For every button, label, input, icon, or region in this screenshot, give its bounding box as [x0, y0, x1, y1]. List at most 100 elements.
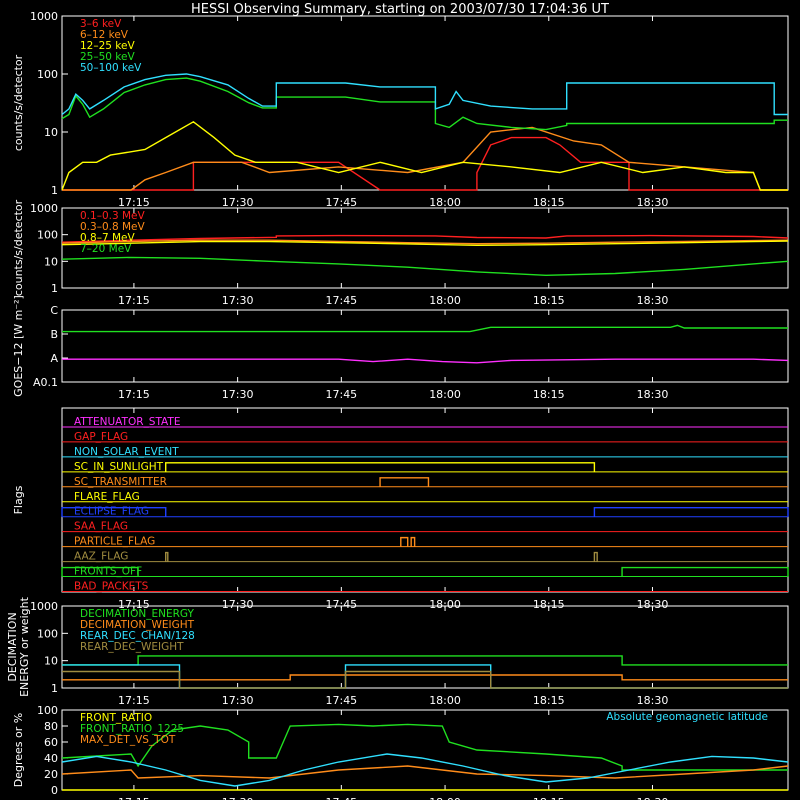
flag-segment	[621, 566, 789, 577]
x-tick-label: 18:00	[429, 294, 461, 307]
x-tick-label: 17:45	[325, 294, 357, 307]
plot-frame	[61, 15, 789, 191]
series-line	[62, 664, 788, 689]
x-tick-label: 17:45	[325, 598, 357, 611]
y-tick-label: A	[50, 352, 58, 365]
legend-entry: 0.3–0.8 MeV	[80, 221, 146, 233]
flag-segment	[165, 551, 169, 562]
y-tick-label: 1000	[30, 202, 58, 215]
series-line	[62, 136, 788, 191]
x-tick-label: 18:15	[533, 294, 565, 307]
series-line	[62, 670, 788, 689]
plot-frame	[61, 309, 789, 383]
y-tick-label: 100	[37, 229, 58, 242]
plot-frame	[61, 407, 789, 593]
series-line	[61, 765, 789, 779]
flag-label: SAA_FLAG	[74, 521, 128, 533]
y-tick-label: 1	[51, 184, 58, 197]
flag-label: FLARE_FLAG	[74, 491, 140, 503]
x-tick-label: 17:30	[222, 694, 254, 707]
flag-label: FRONTS_OFF	[74, 566, 142, 578]
series-line	[61, 234, 789, 243]
x-tick-label: 17:45	[325, 796, 357, 800]
flag-segment	[165, 462, 596, 472]
y-tick-label: 100	[37, 627, 58, 640]
y-axis-label: DECIMATION	[6, 612, 19, 681]
y-tick-label: 1000	[30, 10, 58, 23]
x-tick-label: 17:15	[118, 294, 150, 307]
flag-label: AAZ_FLAG	[74, 551, 128, 563]
y-axis-label: Degrees or %	[12, 713, 25, 787]
y-tick-label: 1	[51, 282, 58, 295]
panel6: 17:15 17:30 17:45 18:00 18:15 18:30 0 20 40 60 80 1…	[12, 704, 789, 800]
panel5: 17:15 17:30 17:45 18:00 18:15 18:30 1 10 100 1000…	[6, 596, 789, 707]
x-tick-label: 18:30	[637, 796, 669, 800]
y-tick-label: A0.1	[33, 376, 58, 389]
flag-label: SC_TRANSMITTER	[74, 476, 167, 488]
flag-segment	[61, 507, 167, 517]
x-tick-label: 18:15	[533, 694, 565, 707]
flag-segment	[410, 536, 416, 547]
series-line	[61, 239, 789, 245]
x-tick-label: 18:30	[637, 694, 669, 707]
x-tick-label: 17:30	[222, 598, 254, 611]
x-tick-label: 18:30	[637, 294, 669, 307]
y-tick-label: 0	[51, 784, 58, 797]
series-line	[61, 723, 788, 771]
series-line	[62, 655, 788, 666]
chart-title: HESSI Observing Summary, starting on 200…	[191, 2, 609, 17]
flag-label: BAD_PACKETS	[74, 581, 149, 593]
x-tick-label: 17:15	[118, 796, 150, 800]
legend-entry: FRONT_RATIO	[80, 712, 152, 724]
y-tick-label: 1000	[30, 600, 58, 613]
flag-segment	[61, 566, 139, 577]
x-tick-label: 17:45	[325, 694, 357, 707]
y-tick-label: 10	[44, 255, 58, 268]
flag-label: SC_IN_SUNLIGHT	[74, 461, 164, 473]
legend-entry: DECIMATION_WEIGHT	[80, 619, 195, 631]
panel1: 17:15 17:30 17:45 18:00 18:15 18:30 1 10 100 1000…	[12, 10, 789, 209]
series-line	[62, 358, 789, 364]
x-tick-label: 18:15	[533, 196, 565, 209]
x-tick-label: 17:15	[118, 694, 150, 707]
series-line	[61, 77, 788, 131]
y-tick-label: 1	[51, 682, 58, 695]
x-tick-label: 18:00	[429, 796, 461, 800]
series-line	[61, 256, 789, 277]
legend-entry: 50–100 keV	[80, 62, 142, 74]
x-tick-label: 18:15	[533, 598, 565, 611]
x-tick-label: 17:30	[222, 796, 254, 800]
series-line	[61, 73, 788, 116]
flag-label: PARTICLE_FLAG	[74, 536, 155, 548]
panel3: 17:15 17:30 17:45 18:00 18:15 18:30 A0.1 ABC GOE…	[12, 295, 789, 401]
legend-entry: REAR_DEC_CHAN/128	[80, 630, 195, 642]
flag-label: GAP_FLAG	[74, 431, 128, 443]
legend-entry: DECIMATION_ENERGY	[80, 608, 194, 620]
series-line	[62, 324, 788, 333]
x-tick-label: 18:15	[533, 388, 565, 401]
panel4: 17:15 17:30 17:45 18:00 18:15 18:30 Flags ATTEN…	[12, 407, 789, 611]
flag-segment	[593, 551, 598, 562]
panel2: 17:15 17:30 17:45 18:00 18:15 18:30 1 10 100 1000…	[12, 199, 789, 307]
y-tick-label: 80	[44, 720, 58, 733]
flag-segment	[379, 477, 430, 487]
legend-entry: 7–20 MeV	[80, 243, 132, 255]
y-tick-label: B	[50, 328, 58, 341]
legend-entry: 12–25 keV	[80, 40, 135, 52]
series-line	[61, 753, 789, 787]
x-tick-label: 18:30	[637, 598, 669, 611]
legend-entry: 3–6 keV	[80, 18, 122, 30]
x-tick-label: 17:45	[325, 196, 357, 209]
y-tick-label: 60	[44, 736, 58, 749]
flag-segment	[593, 507, 789, 517]
x-tick-label: 17:30	[222, 388, 254, 401]
legend-entry: 6–12 keV	[80, 29, 129, 41]
flag-label: ECLIPSE_FLAG	[74, 506, 149, 518]
annotation-label: Absolute geomagnetic latitude	[606, 711, 768, 723]
flag-segment	[400, 536, 409, 547]
legend-entry: FRONT_RATIO_1225	[80, 723, 184, 735]
plot-frame	[61, 207, 789, 289]
x-tick-label: 17:15	[118, 598, 150, 611]
y-axis-label: counts/s/detector	[12, 54, 25, 151]
y-tick-label: 100	[37, 68, 58, 81]
